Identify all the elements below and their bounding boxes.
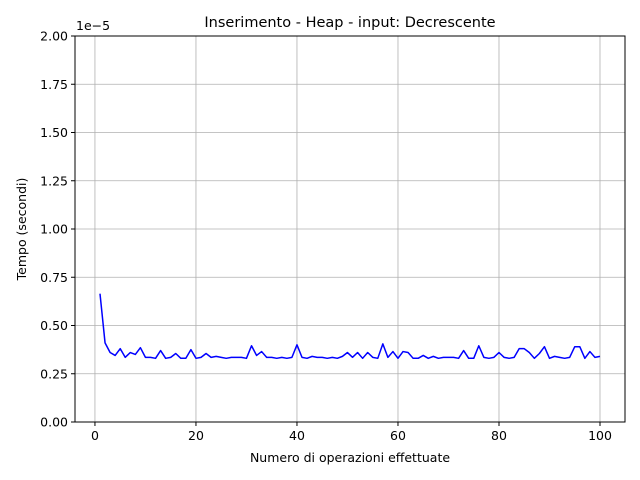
series-layer xyxy=(99,293,601,360)
x-tick-label: 40 xyxy=(289,428,305,443)
x-axis-ticks: 0 20 40 60 80 100 xyxy=(91,422,612,443)
y-tick-label: 1.50 xyxy=(40,125,68,140)
chart-title: Inserimento - Heap - input: Decrescente xyxy=(204,15,495,31)
x-tick-label: 0 xyxy=(91,428,99,443)
series-line xyxy=(99,293,601,360)
y-tick-label: 1.75 xyxy=(40,77,68,92)
y-tick-label: 2.00 xyxy=(40,29,68,44)
y-tick-label: 0.75 xyxy=(40,270,68,285)
y-axis-label: Tempo (secondi) xyxy=(14,178,29,282)
grid-lines xyxy=(75,35,625,423)
x-tick-label: 80 xyxy=(491,428,507,443)
x-tick-label: 20 xyxy=(188,428,204,443)
x-axis-label: Numero di operazioni effettuate xyxy=(250,450,450,465)
y-tick-label: 0.50 xyxy=(40,318,68,333)
y-axis-offset-label: 1e−5 xyxy=(76,18,110,33)
x-tick-label: 60 xyxy=(390,428,406,443)
y-tick-label: 1.25 xyxy=(40,173,68,188)
x-tick-label: 100 xyxy=(588,428,612,443)
y-axis-ticks: 0.00 0.25 0.50 0.75 1.00 1.25 1.50 1.75 2.00 xyxy=(40,29,75,430)
y-tick-label: 1.00 xyxy=(40,222,68,237)
y-tick-label: 0.00 xyxy=(40,415,68,430)
y-tick-label: 0.25 xyxy=(40,366,68,381)
